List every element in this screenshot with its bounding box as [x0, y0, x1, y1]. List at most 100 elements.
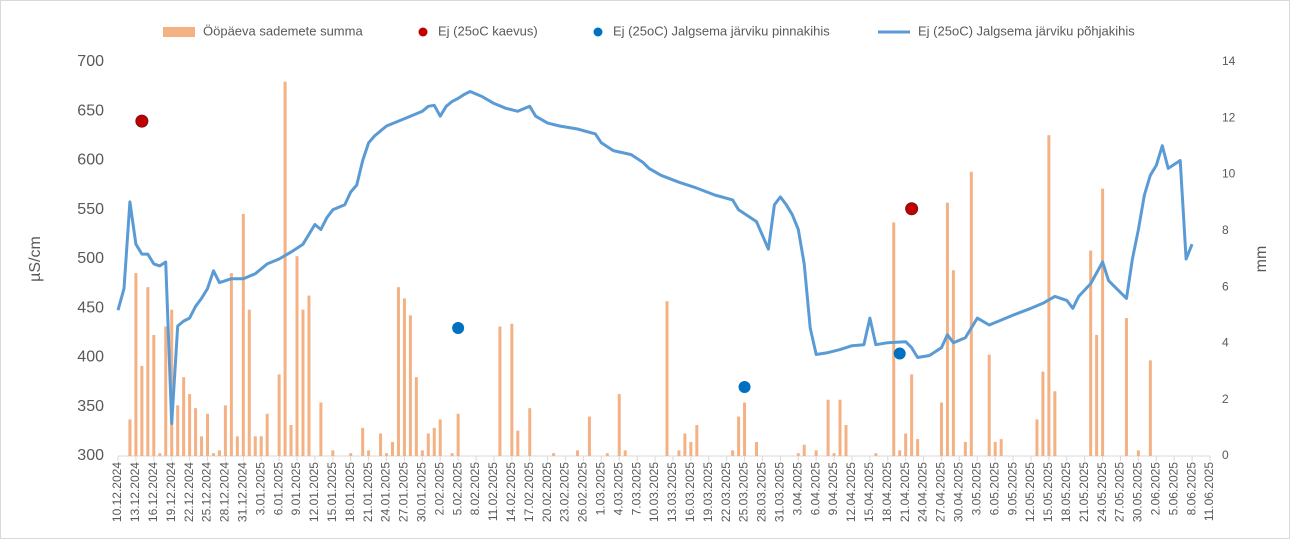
bar — [951, 270, 955, 456]
x-tick-label: 3.04.2025 — [790, 462, 804, 516]
bar — [683, 433, 687, 456]
y2-tick-label: 8 — [1222, 223, 1229, 237]
scatter-point — [893, 347, 906, 360]
bar — [802, 444, 806, 456]
x-tick-label: 15.04.2025 — [862, 462, 876, 522]
x-tick-label: 30.05.2025 — [1131, 462, 1145, 522]
bar — [206, 413, 210, 456]
x-tick-label: 13.12.2024 — [128, 462, 142, 522]
x-tick-label: 18.04.2025 — [880, 462, 894, 522]
bar — [367, 450, 371, 456]
x-tick-label: 2.02.2025 — [432, 462, 446, 516]
y2-tick-label: 14 — [1222, 54, 1236, 68]
bar — [211, 453, 215, 456]
y2-tick-label: 4 — [1222, 336, 1229, 350]
x-tick-label: 7.03.2025 — [629, 462, 643, 516]
bar — [134, 273, 138, 456]
legend-swatch — [163, 27, 195, 37]
bar — [993, 441, 997, 456]
y2-tick-label: 6 — [1222, 279, 1229, 293]
bar — [605, 453, 609, 456]
bar — [987, 354, 991, 456]
bar — [396, 287, 400, 456]
bar — [969, 171, 973, 456]
y-tick-label: 350 — [77, 398, 104, 415]
bar — [253, 436, 257, 456]
y2-tick-label: 10 — [1222, 167, 1236, 181]
x-tick-label: 27.05.2025 — [1113, 462, 1127, 522]
x-tick-label: 26.02.2025 — [576, 462, 590, 522]
bar — [456, 413, 460, 456]
x-tick-label: 1.03.2025 — [594, 462, 608, 516]
x-tick-label: 22.03.2025 — [719, 462, 733, 522]
bar — [265, 413, 269, 456]
bar — [1047, 135, 1051, 456]
x-tick-label: 24.04.2025 — [916, 462, 930, 522]
bar — [1041, 371, 1045, 456]
bar — [832, 453, 836, 456]
y-tick-label: 500 — [77, 250, 104, 267]
legend-swatch — [593, 27, 603, 37]
legend-label: Ej (25oC kaevus) — [438, 23, 538, 38]
bar — [438, 419, 442, 456]
scatter-point — [738, 381, 751, 394]
bar — [402, 298, 406, 456]
bar — [259, 436, 263, 456]
bar — [826, 399, 830, 456]
bar — [892, 222, 896, 456]
bar — [939, 402, 943, 456]
x-tick-label: 23.02.2025 — [558, 462, 572, 522]
x-tick-label: 11.06.2025 — [1202, 462, 1216, 521]
x-tick-label: 31.03.2025 — [773, 462, 787, 522]
x-tick-label: 27.01.2025 — [397, 462, 411, 522]
x-tick-label: 9.04.2025 — [826, 462, 840, 516]
scatter-point — [905, 202, 919, 216]
bar — [307, 295, 311, 456]
x-tick-label: 25.03.2025 — [737, 462, 751, 522]
bar — [737, 416, 741, 456]
bar — [945, 202, 949, 456]
bar — [301, 309, 305, 456]
bar — [241, 213, 245, 456]
bar — [247, 309, 251, 456]
x-tick-label: 30.04.2025 — [952, 462, 966, 522]
x-tick-label: 8.06.2025 — [1184, 462, 1198, 516]
bar — [498, 326, 502, 456]
bar — [432, 427, 436, 456]
bar — [743, 402, 747, 456]
bar — [575, 450, 579, 456]
bar — [695, 425, 699, 456]
x-tick-label: 18.01.2025 — [343, 462, 357, 522]
x-tick-label: 21.04.2025 — [898, 462, 912, 522]
x-tick-label: 6.05.2025 — [987, 462, 1001, 516]
y-tick-label: 400 — [77, 349, 104, 366]
bar — [295, 256, 299, 456]
bar — [194, 408, 198, 456]
legend-label: Ej (25oC) Jalgsema järviku pinnakihis — [613, 23, 830, 38]
x-tick-label: 6.01.2025 — [271, 462, 285, 516]
x-tick-label: 16.12.2024 — [146, 462, 160, 522]
bar — [1095, 334, 1099, 456]
bar — [361, 427, 365, 456]
y-tick-label: 300 — [77, 447, 104, 464]
x-tick-label: 17.02.2025 — [522, 462, 536, 522]
bar — [229, 273, 233, 456]
x-tick-label: 12.04.2025 — [844, 462, 858, 522]
x-tick-label: 3.01.2025 — [253, 462, 267, 516]
legend-label: Ej (25oC) Jalgsema järviku põhjakihis — [918, 23, 1135, 38]
x-tick-label: 24.01.2025 — [379, 462, 393, 522]
bar — [200, 436, 204, 456]
x-tick-label: 18.05.2025 — [1059, 462, 1073, 522]
bar — [731, 450, 735, 456]
y-tick-label: 600 — [77, 152, 104, 169]
line — [116, 90, 1194, 425]
bar — [158, 453, 162, 456]
y2-tick-label: 0 — [1222, 448, 1229, 462]
bar — [152, 334, 156, 456]
bar — [677, 450, 681, 456]
x-tick-label: 12.05.2025 — [1023, 462, 1037, 522]
bar — [390, 441, 394, 456]
bar — [665, 301, 669, 456]
bar — [277, 374, 281, 456]
